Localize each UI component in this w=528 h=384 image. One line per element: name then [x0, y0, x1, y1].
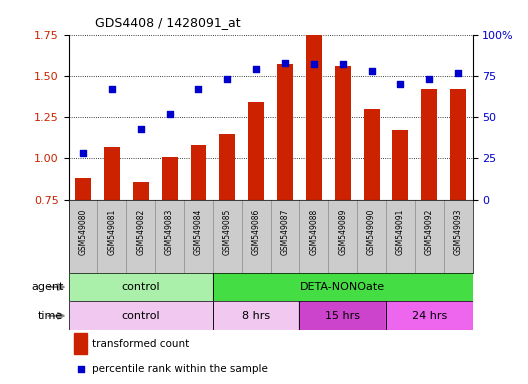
Bar — [299, 301, 386, 330]
Bar — [277, 64, 293, 200]
Text: GSM549086: GSM549086 — [252, 209, 261, 255]
Bar — [69, 301, 213, 330]
Point — [396, 81, 404, 87]
Text: GSM549080: GSM549080 — [79, 209, 88, 255]
Text: GSM549088: GSM549088 — [309, 209, 318, 255]
Point — [194, 86, 203, 92]
Text: GSM549091: GSM549091 — [396, 209, 405, 255]
Text: GSM549087: GSM549087 — [280, 209, 289, 255]
Bar — [191, 145, 206, 200]
Bar — [213, 273, 473, 301]
Bar — [74, 333, 87, 354]
Bar — [162, 157, 177, 200]
Text: 24 hrs: 24 hrs — [412, 311, 447, 321]
Bar — [220, 134, 235, 200]
Bar — [392, 130, 408, 200]
Text: agent: agent — [31, 282, 63, 292]
Text: control: control — [121, 282, 160, 292]
Point — [309, 61, 318, 67]
Text: time: time — [38, 311, 63, 321]
Point — [77, 366, 85, 372]
Bar — [69, 301, 213, 330]
Point — [137, 126, 145, 132]
Text: GSM549081: GSM549081 — [107, 209, 116, 255]
Text: 15 hrs: 15 hrs — [325, 311, 360, 321]
Bar — [421, 89, 437, 200]
Text: GDS4408 / 1428091_at: GDS4408 / 1428091_at — [95, 16, 241, 29]
Point — [338, 61, 347, 67]
Point — [281, 60, 289, 66]
Text: 8 hrs: 8 hrs — [242, 311, 270, 321]
Point — [165, 111, 174, 117]
Text: transformed count: transformed count — [92, 339, 190, 349]
Bar — [69, 273, 213, 301]
Text: GSM549090: GSM549090 — [367, 209, 376, 255]
Bar — [450, 89, 466, 200]
Bar — [133, 182, 149, 200]
Bar — [104, 147, 120, 200]
Point — [108, 86, 116, 92]
Point — [79, 151, 87, 157]
Bar — [386, 301, 473, 330]
Text: GSM549092: GSM549092 — [425, 209, 434, 255]
Bar — [335, 66, 351, 200]
Bar — [69, 273, 213, 301]
Bar — [213, 301, 299, 330]
Point — [252, 66, 260, 72]
Bar — [213, 301, 299, 330]
Text: control: control — [121, 311, 160, 321]
Bar — [386, 301, 473, 330]
Bar — [75, 178, 91, 200]
Text: GSM549093: GSM549093 — [454, 209, 463, 255]
Text: DETA-NONOate: DETA-NONOate — [300, 282, 385, 292]
Point — [367, 68, 376, 74]
Point — [425, 76, 433, 82]
Text: GSM549083: GSM549083 — [165, 209, 174, 255]
Bar — [299, 301, 386, 330]
Bar — [213, 273, 473, 301]
Point — [223, 76, 232, 82]
Text: GSM549084: GSM549084 — [194, 209, 203, 255]
Bar — [306, 35, 322, 200]
Text: percentile rank within the sample: percentile rank within the sample — [92, 364, 268, 374]
Text: GSM549089: GSM549089 — [338, 209, 347, 255]
Point — [454, 70, 463, 76]
Text: GSM549085: GSM549085 — [223, 209, 232, 255]
Bar — [364, 109, 380, 200]
Text: GSM549082: GSM549082 — [136, 209, 145, 255]
Bar — [248, 102, 264, 200]
